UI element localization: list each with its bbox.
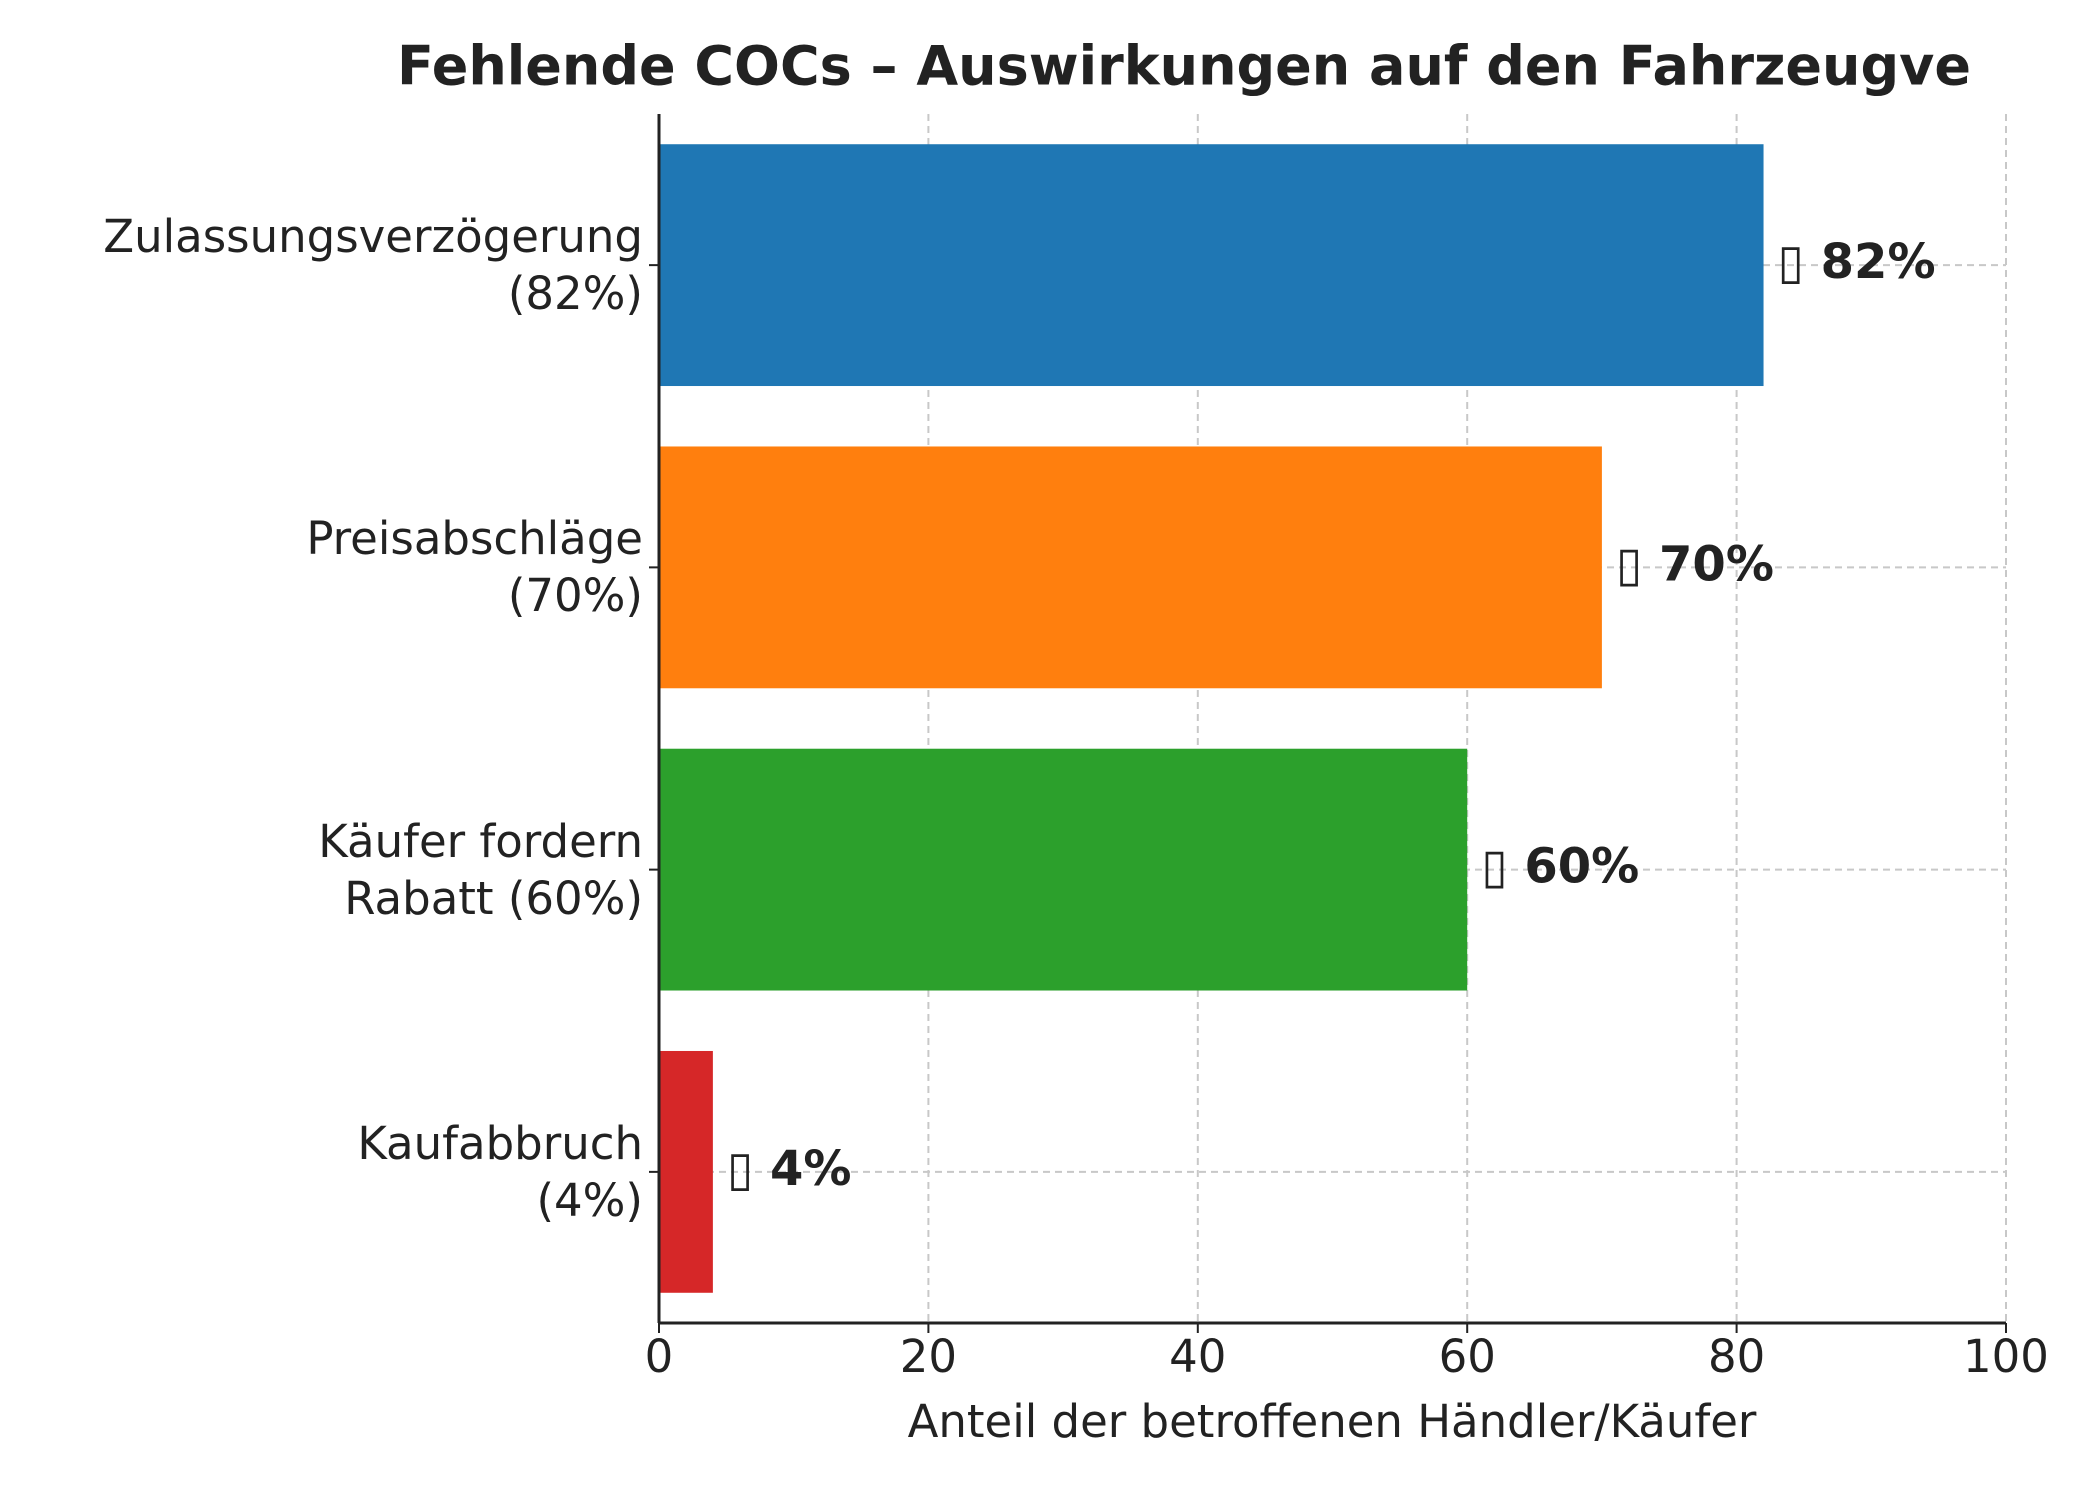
x-tick-label: 40 bbox=[1169, 1330, 1226, 1383]
value-label: ▯ 70% bbox=[1616, 536, 1774, 592]
value-label: ▯ 82% bbox=[1778, 234, 1936, 290]
y-tick-label: Preisabschläge (70%) bbox=[306, 512, 643, 623]
value-label: ▯ 60% bbox=[1481, 839, 1639, 895]
x-tick-label: 60 bbox=[1439, 1330, 1496, 1383]
x-tick-label: 100 bbox=[1963, 1330, 2049, 1383]
y-tick-label: Kaufabbruch (4%) bbox=[357, 1116, 643, 1227]
bar bbox=[659, 1050, 713, 1293]
y-tick-label: Zulassungsverzögerung (82%) bbox=[103, 210, 643, 321]
x-tick-label: 0 bbox=[645, 1330, 674, 1383]
bar bbox=[659, 144, 1764, 387]
chart-title: Fehlende COCs – Auswirkungen auf den Fah… bbox=[397, 35, 1971, 98]
x-axis-label: Anteil der betroffenen Händler/Käufer bbox=[908, 1395, 1757, 1448]
y-tick-label: Käufer fordern Rabatt (60%) bbox=[318, 814, 643, 925]
bar bbox=[659, 446, 1602, 689]
x-tick-label: 20 bbox=[900, 1330, 957, 1383]
value-label: ▯ 4% bbox=[727, 1141, 852, 1197]
bar bbox=[659, 748, 1468, 991]
x-tick-label: 80 bbox=[1708, 1330, 1765, 1383]
